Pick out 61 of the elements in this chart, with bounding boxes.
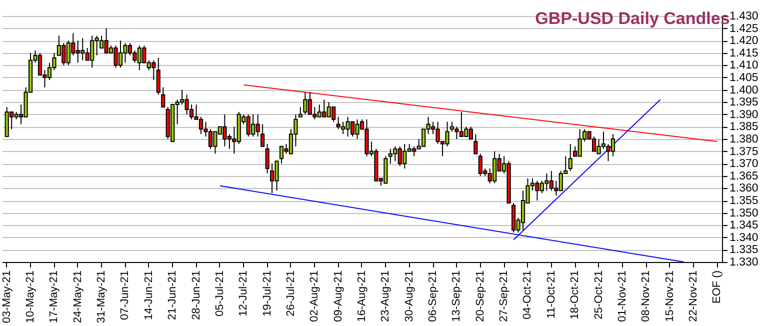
x-tick-label: 06-Sep-21 bbox=[427, 270, 440, 322]
y-tick-label: 1.400 bbox=[730, 84, 758, 96]
y-tick-label: 1.355 bbox=[730, 195, 758, 207]
x-tick-label: 17-May-21 bbox=[48, 270, 60, 324]
candlestick bbox=[568, 143, 572, 172]
y-tick-label: 1.390 bbox=[730, 108, 758, 121]
x-tick-label: 18-Oct-21 bbox=[569, 270, 582, 320]
y-tick-label: 1.385 bbox=[730, 121, 758, 134]
candlestick bbox=[450, 121, 454, 132]
x-tick-label: 09-Aug-21 bbox=[332, 270, 344, 322]
y-tick-label: 1.375 bbox=[730, 146, 758, 158]
candlestick bbox=[260, 124, 265, 147]
x-tick-label: 07-Jun-21 bbox=[119, 270, 132, 320]
y-tick-label: 1.395 bbox=[730, 96, 758, 109]
x-tick-label: 22-Nov-21 bbox=[687, 270, 700, 322]
x-tick-label: 11-Oct-21 bbox=[545, 270, 558, 319]
x-tick-label: 24-May-21 bbox=[72, 270, 84, 324]
x-tick-label: EOF () bbox=[711, 270, 724, 304]
y-tick-label: 1.365 bbox=[730, 170, 758, 182]
y-tick-label: 1.330 bbox=[730, 256, 758, 268]
candlestick bbox=[156, 57, 160, 96]
x-tick-label: 15-Nov-21 bbox=[664, 270, 676, 322]
y-tick-label: 1.380 bbox=[730, 134, 758, 146]
y-tick-label: 1.425 bbox=[730, 22, 758, 35]
x-tick-label: 01-Nov-21 bbox=[616, 270, 628, 322]
y-tick-label: 1.370 bbox=[730, 158, 758, 170]
x-tick-label: 23-Aug-21 bbox=[380, 270, 392, 322]
y-tick-label: 1.350 bbox=[730, 207, 758, 220]
y-tick-label: 1.420 bbox=[730, 35, 758, 48]
x-tick-label: 08-Nov-21 bbox=[640, 270, 652, 322]
x-tick-label: 10-May-21 bbox=[24, 270, 37, 324]
y-tick-label: 1.410 bbox=[730, 60, 758, 72]
x-tick-label: 13-Sep-21 bbox=[450, 270, 463, 322]
x-tick-label: 31-May-21 bbox=[96, 270, 108, 324]
x-tick-label: 25-Oct-21 bbox=[592, 270, 605, 320]
candlestick bbox=[298, 106, 302, 118]
x-tick-label: 19-Jul-21 bbox=[261, 270, 274, 316]
x-tick-label: 12-Jul-21 bbox=[238, 270, 250, 316]
x-tick-label: 03-May-21 bbox=[0, 270, 13, 324]
candlestick bbox=[265, 143, 270, 174]
candlestick bbox=[161, 86, 166, 108]
y-tick-label: 1.360 bbox=[730, 182, 758, 195]
x-tick-label: 26-Jul-21 bbox=[284, 270, 297, 316]
x-tick-label: 30-Aug-21 bbox=[403, 270, 416, 322]
y-tick-label: 1.405 bbox=[730, 72, 758, 84]
candlestick bbox=[474, 134, 478, 154]
x-tick-label: 05-Jul-21 bbox=[214, 270, 226, 316]
x-tick-label: 20-Sep-21 bbox=[474, 270, 486, 322]
x-tick-label: 28-Jun-21 bbox=[190, 270, 202, 320]
x-tick-label: 04-Oct-21 bbox=[522, 270, 534, 320]
x-tick-label: 27-Sep-21 bbox=[498, 270, 510, 322]
y-tick-label: 1.415 bbox=[730, 47, 758, 60]
y-tick-label: 1.345 bbox=[730, 220, 758, 232]
x-tick-label: 21-Jun-21 bbox=[166, 270, 179, 320]
y-tick-label: 1.335 bbox=[730, 244, 758, 256]
chart-title: GBP-USD Daily Candles bbox=[535, 9, 730, 28]
y-tick-label: 1.430 bbox=[730, 10, 758, 22]
y-tick-label: 1.340 bbox=[730, 232, 758, 244]
x-tick-label: 14-Jun-21 bbox=[142, 270, 155, 320]
x-tick-label: 16-Aug-21 bbox=[356, 270, 368, 322]
x-tick-label: 02-Aug-21 bbox=[308, 270, 321, 322]
